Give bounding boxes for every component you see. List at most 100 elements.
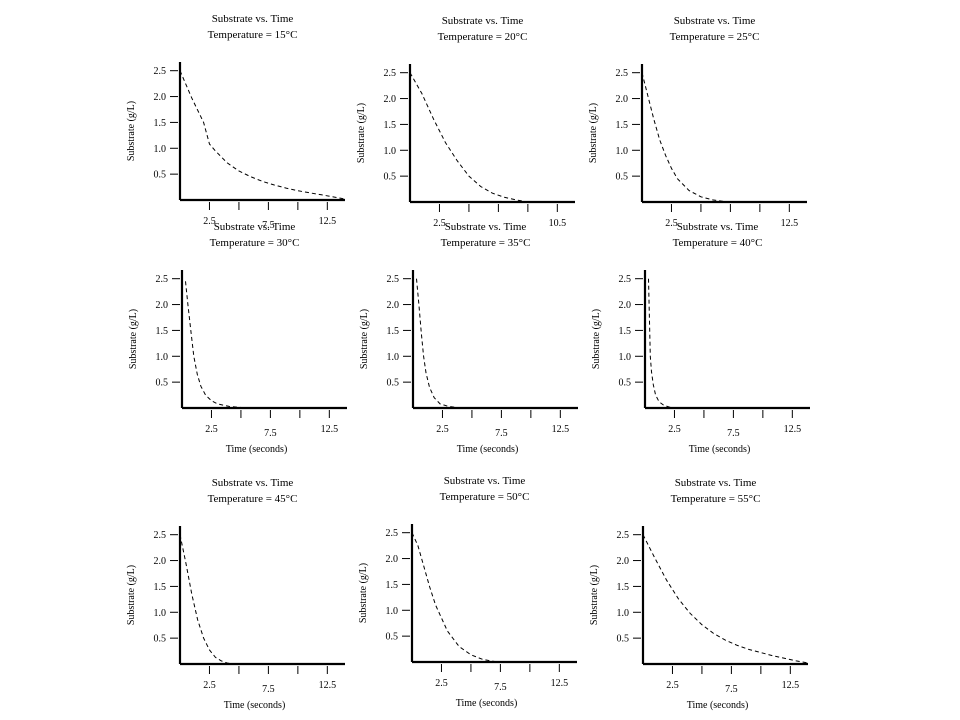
y-tick-label: 0.5 [619,378,632,389]
y-tick-label: 1.0 [616,146,629,157]
y-tick-label: 2.5 [619,274,632,285]
chart-subtitle: Temperature = 35°C [441,237,531,249]
x-tick-label: 2.5 [433,218,446,229]
y-axis-label: Substrate (g/L) [589,565,600,625]
x-tick-label: 2.5 [666,680,679,691]
y-tick-label: 2.5 [387,274,400,285]
chart-subtitle: Temperature = 45°C [208,493,298,505]
y-tick-label: 2.5 [154,66,167,77]
chart-title: Substrate vs. Time [442,15,524,27]
chart-subtitle: Temperature = 15°C [208,29,298,41]
y-tick-label: 2.0 [617,556,630,567]
y-axis-label: Substrate (g/L) [126,565,137,625]
x-axis-label: Time (seconds) [224,700,286,711]
x-tick-label: 12.5 [782,680,800,691]
x-tick-label: 7.5 [264,428,277,439]
y-tick-label: 2.0 [616,94,629,105]
y-tick-label: 1.5 [617,582,630,593]
y-tick-label: 0.5 [154,634,167,645]
x-tick-label: 7.5 [262,220,275,231]
x-tick-label: 12.5 [781,218,799,229]
y-tick-label: 0.5 [384,172,397,183]
y-tick-label: 1.5 [386,580,399,591]
y-tick-label: 1.0 [384,146,397,157]
x-tick-label: 12.5 [552,424,570,435]
chart-subtitle: Temperature = 55°C [671,493,761,505]
y-tick-label: 1.5 [156,326,169,337]
y-tick-label: 0.5 [617,634,630,645]
x-tick-label: 7.5 [725,684,738,695]
y-tick-label: 2.5 [386,528,399,539]
x-tick-label: 2.5 [436,424,449,435]
x-axis-label: Time (seconds) [457,444,519,455]
series-line [642,534,809,664]
y-tick-label: 2.0 [156,300,169,311]
y-tick-label: 1.0 [386,606,399,617]
chart-title: Substrate vs. Time [214,221,296,233]
series-line [411,532,501,663]
chart-panel-6: Substrate vs. Time Temperature = 40°C 0.5 1… [591,221,810,455]
x-axis-label: Time (seconds) [226,444,288,455]
y-axis-label: Substrate (g/L) [356,103,367,163]
chart-title: Substrate vs. Time [212,477,294,489]
series-line [416,278,463,409]
y-tick-label: 1.5 [154,582,167,593]
chart-panel-9: Substrate vs. Time Temperature = 55°C 0.5 1… [589,477,809,711]
chart-subtitle: Temperature = 20°C [438,31,528,43]
x-axis-label: Time (seconds) [456,698,518,709]
x-tick-label: 2.5 [203,680,216,691]
chart-panel-7: Substrate vs. Time Temperature = 45°C 0.5 1… [126,477,345,711]
y-tick-label: 2.0 [154,556,167,567]
x-tick-label: 7.5 [495,428,508,439]
y-tick-label: 1.0 [387,352,400,363]
y-tick-label: 1.5 [616,120,629,131]
y-axis-label: Substrate (g/L) [588,103,599,163]
series-line [179,70,346,200]
y-tick-label: 1.5 [154,118,167,129]
y-tick-label: 0.5 [387,378,400,389]
series-line [185,281,247,409]
x-tick-label: 2.5 [435,678,448,689]
series-line [179,534,234,665]
x-tick-label: 7.5 [262,684,275,695]
x-axis-label: Time (seconds) [689,444,751,455]
y-tick-label: 2.5 [154,530,167,541]
chart-panel-4: Substrate vs. Time Temperature = 30°C 0.5 1… [128,221,347,455]
x-tick-label: 2.5 [203,216,216,227]
y-tick-label: 1.5 [619,326,632,337]
chart-panel-1: Substrate vs. Time Temperature = 15°C 0.5 1… [126,13,346,231]
x-tick-label: 12.5 [551,678,569,689]
chart-subtitle: Temperature = 40°C [673,237,763,249]
chart-panel-5: Substrate vs. Time Temperature = 35°C 0.5 1… [359,221,578,455]
x-tick-label: 10.5 [549,218,567,229]
chart-subtitle: Temperature = 25°C [670,31,760,43]
x-tick-label: 2.5 [665,218,678,229]
y-axis-label: Substrate (g/L) [126,101,137,161]
y-tick-label: 1.0 [154,144,167,155]
series-line [641,72,731,203]
chart-panel-2: Substrate vs. Time Temperature = 20°C 0.5 1… [356,15,575,229]
y-tick-label: 1.5 [384,120,397,131]
y-axis-label: Substrate (g/L) [358,563,369,623]
y-tick-label: 1.5 [387,326,400,337]
y-tick-label: 0.5 [386,632,399,643]
y-tick-label: 1.0 [154,608,167,619]
y-tick-label: 2.5 [616,68,629,79]
y-tick-label: 0.5 [154,170,167,181]
y-tick-label: 2.0 [387,300,400,311]
y-axis-label: Substrate (g/L) [591,309,602,369]
x-tick-label: 12.5 [319,680,337,691]
y-tick-label: 2.0 [154,92,167,103]
chart-panel-8: Substrate vs. Time Temperature = 50°C 0.5 1… [358,475,577,709]
series-line [648,278,679,409]
y-axis-label: Substrate (g/L) [128,309,139,369]
x-tick-label: 7.5 [494,682,507,693]
y-tick-label: 0.5 [156,378,169,389]
x-axis-label: Time (seconds) [687,700,749,711]
x-tick-label: 12.5 [784,424,802,435]
y-axis-label: Substrate (g/L) [359,309,370,369]
x-tick-label: 7.5 [727,428,740,439]
x-tick-label: 2.5 [205,424,218,435]
chart-title: Substrate vs. Time [212,13,294,25]
x-tick-label: 12.5 [319,216,337,227]
